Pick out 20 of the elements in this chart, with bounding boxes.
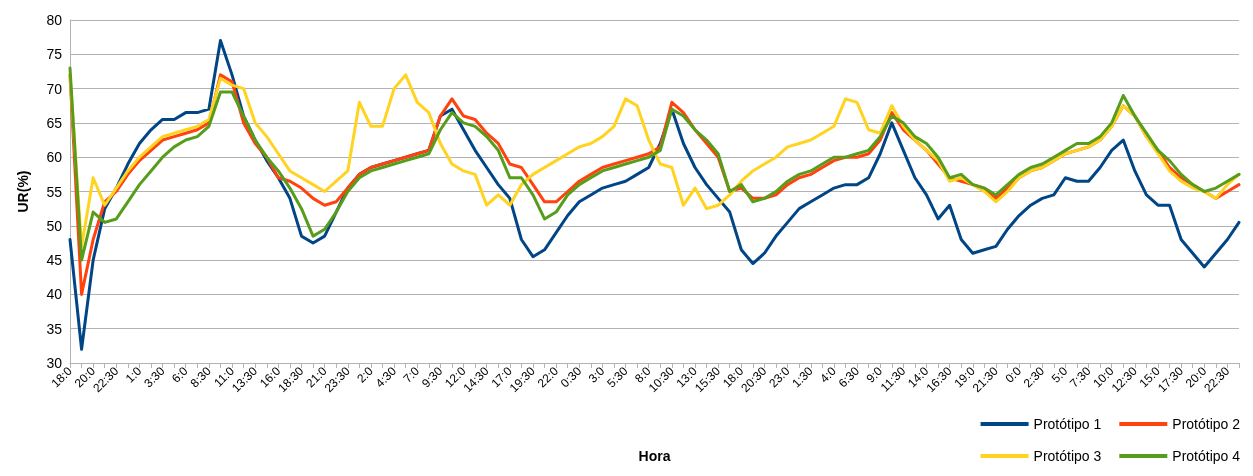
x-tick-label: 7:30 bbox=[1067, 363, 1094, 391]
x-tick-label: 0:0 bbox=[1002, 363, 1025, 386]
y-tick-label: 45 bbox=[46, 252, 63, 269]
y-tick-label: 30 bbox=[46, 355, 63, 371]
legend-label: Protótipo 3 bbox=[1033, 448, 1102, 464]
legend-label: Protótipo 1 bbox=[1033, 416, 1102, 432]
y-tick-label: 70 bbox=[46, 80, 63, 97]
y-tick-label: 50 bbox=[46, 217, 63, 234]
y-tick-label: 55 bbox=[46, 183, 63, 200]
legend-label: Protótipo 2 bbox=[1172, 416, 1241, 432]
legend-label: Protótipo 4 bbox=[1172, 448, 1241, 464]
y-tick-label: 65 bbox=[46, 114, 63, 131]
y-tick-label: 35 bbox=[46, 320, 63, 337]
y-tick-label: 60 bbox=[46, 149, 63, 166]
x-tick-label: 0:30 bbox=[557, 363, 585, 391]
y-axis-title: UR(%) bbox=[15, 170, 31, 213]
x-axis-title: Hora bbox=[638, 448, 671, 464]
y-tick-label: 75 bbox=[46, 46, 63, 63]
y-tick-label: 80 bbox=[46, 12, 63, 28]
y-tick-label: 40 bbox=[46, 286, 63, 303]
